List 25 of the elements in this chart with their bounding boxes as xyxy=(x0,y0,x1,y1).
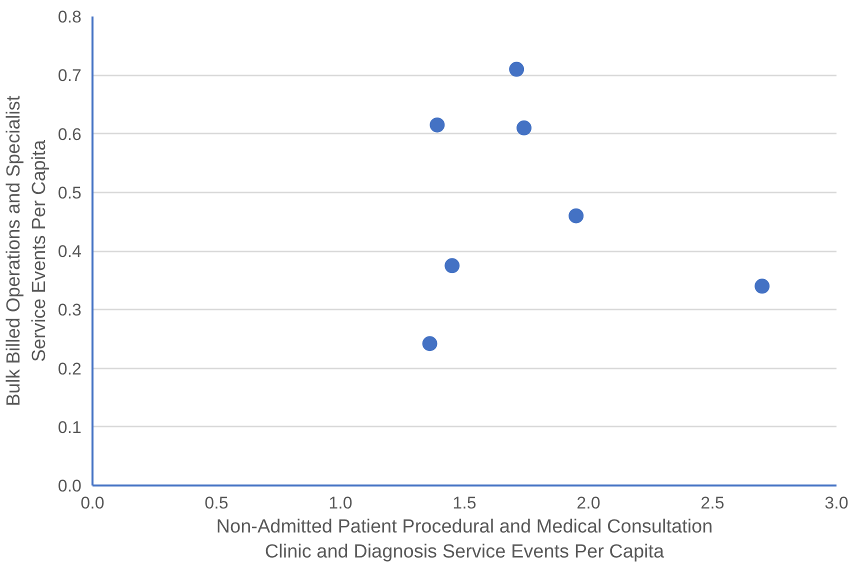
point xyxy=(754,278,770,294)
point xyxy=(444,258,460,274)
x-tick-label: 2.0 xyxy=(576,494,600,512)
y-tick-label: 0.8 xyxy=(58,8,82,26)
y-tick-label: 0.4 xyxy=(58,242,82,261)
y-tick-label: 0.2 xyxy=(58,359,82,378)
y-tick-label: 0.1 xyxy=(58,418,82,437)
point xyxy=(516,120,532,136)
x-tick-label: 0.0 xyxy=(80,494,104,512)
x-tick-label: 3.0 xyxy=(824,494,848,512)
point xyxy=(509,62,524,77)
x-tick-label: 2.5 xyxy=(700,494,724,512)
x-tick-label: 1.5 xyxy=(452,494,476,512)
point xyxy=(430,117,445,132)
y-axis-title: Bulk Billed Operations and Specialist Service Events Per Capita xyxy=(4,95,50,406)
y-tick-label: 0.7 xyxy=(58,66,82,86)
y-tick-label: 0.0 xyxy=(58,476,82,496)
y-tick-label: 0.5 xyxy=(58,183,82,202)
point xyxy=(568,208,584,224)
x-tick-label: 1.0 xyxy=(328,494,352,512)
x-tick-label: 0.5 xyxy=(204,494,228,512)
y-tick-label: 0.3 xyxy=(58,300,82,320)
y-tick-label: 0.6 xyxy=(58,124,82,144)
point xyxy=(422,336,438,352)
x-axis-title: Non-Admitted Patient Procedural and Medical Consultation Clinic and Diagnosis Service Events Per Capita xyxy=(216,516,713,563)
